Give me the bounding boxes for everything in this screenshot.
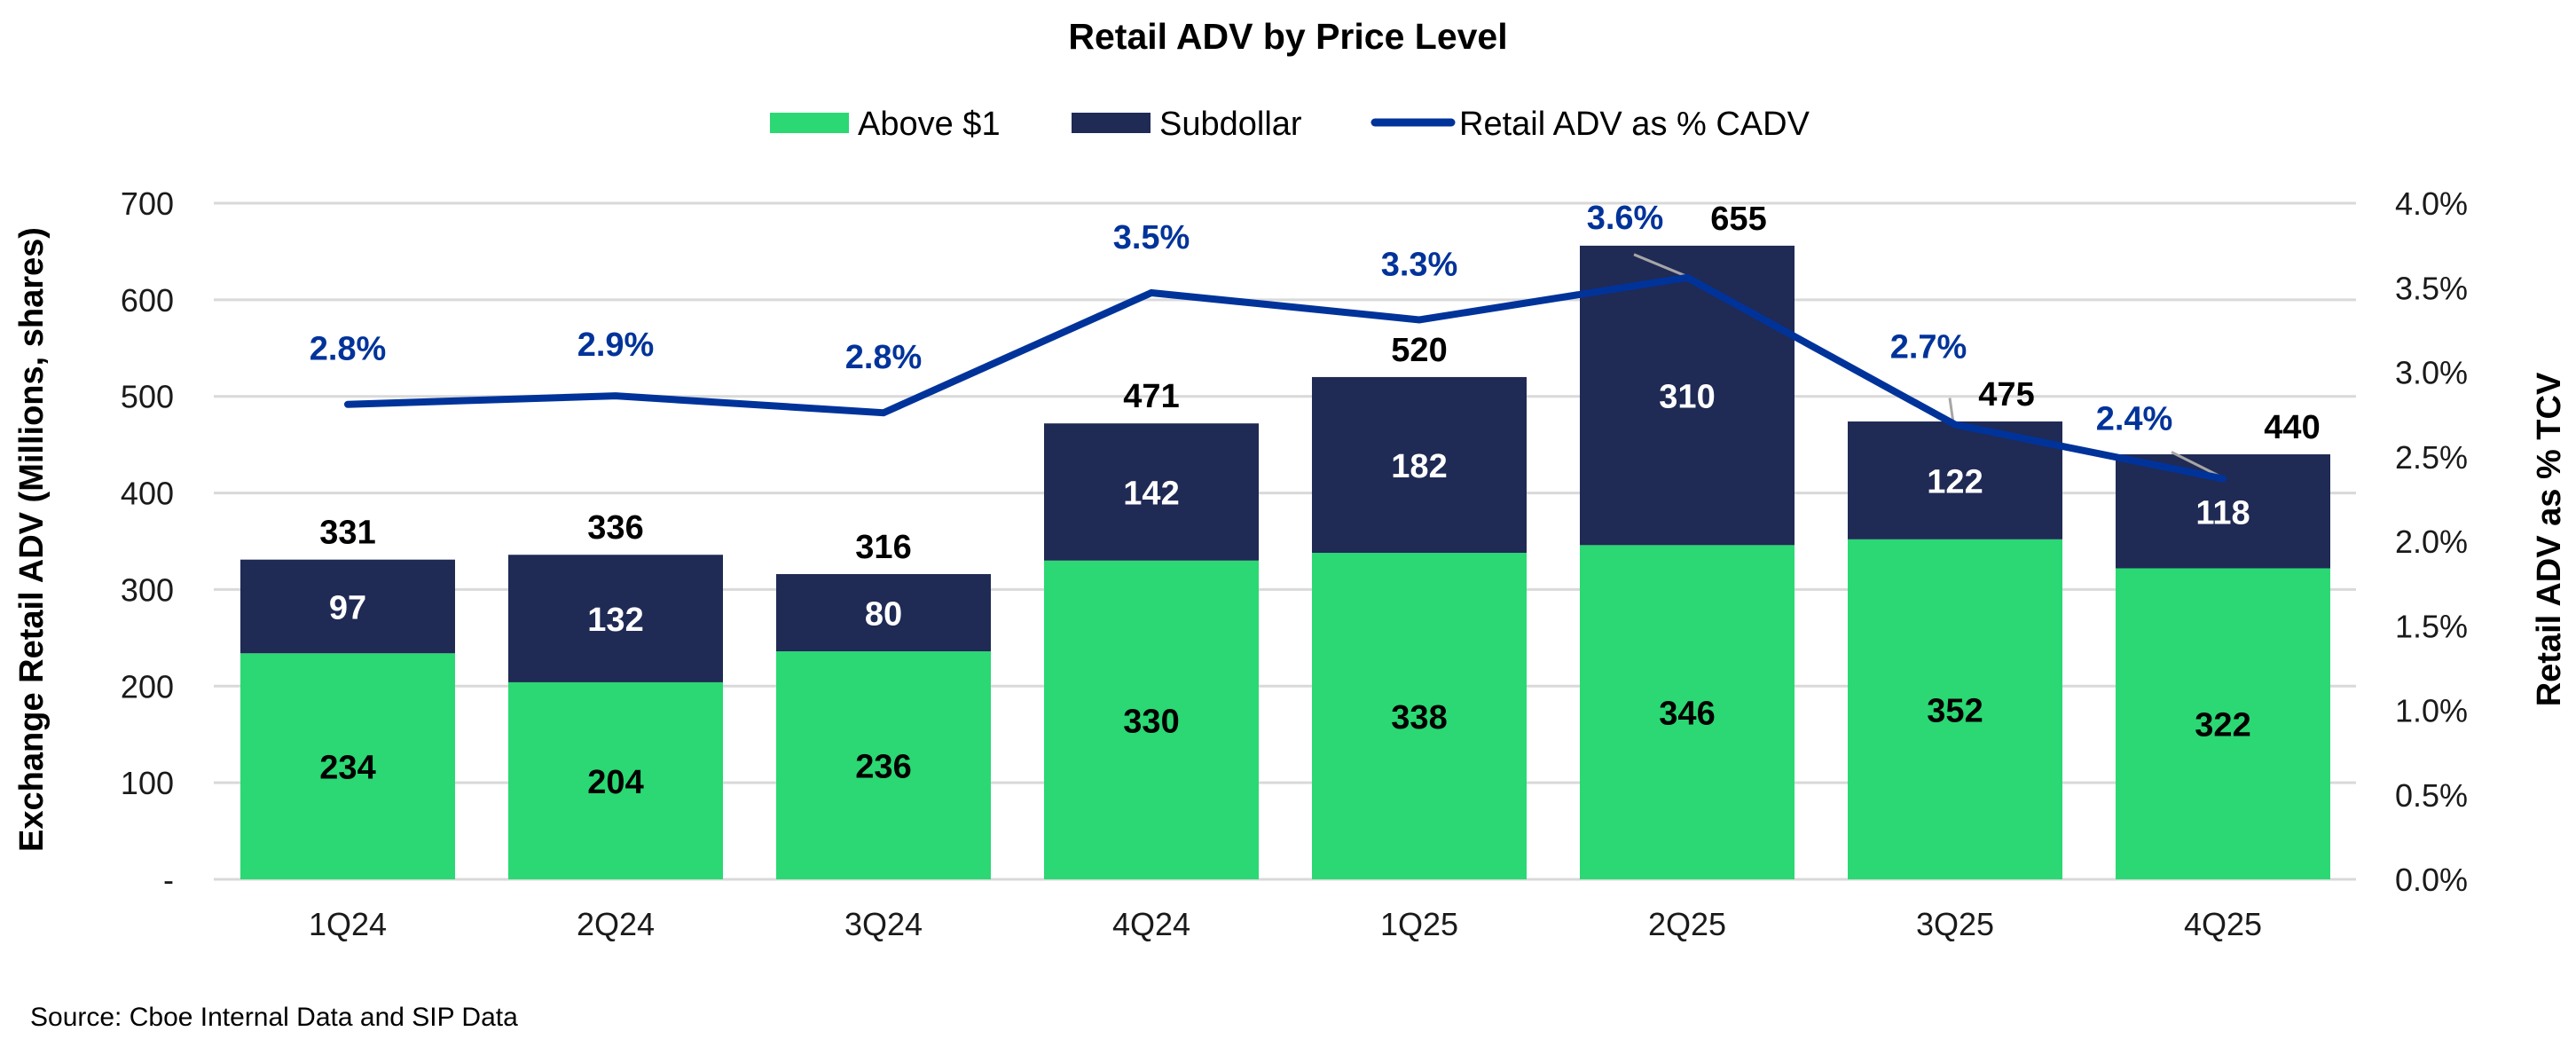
legend: Above $1 Subdollar Retail ADV as % CADV	[770, 106, 1810, 143]
bar-above-2Q24	[508, 681, 723, 879]
bar-above-4Q24	[1044, 560, 1259, 879]
label-pct: 2.7%	[1890, 329, 1967, 366]
y-right-tick-label: 0.0%	[2395, 862, 2468, 898]
legend-label-above: Above $1	[858, 106, 1001, 143]
x-axis: 1Q24 2Q24 3Q24 4Q24 1Q25 2Q25 3Q25 4Q25	[309, 906, 2262, 942]
y-axis-left: - 100 200 300 400 500 600 700	[121, 185, 174, 898]
chart-title: Retail ADV by Price Level	[1068, 16, 1507, 57]
label-pct: 3.6%	[1587, 200, 1664, 237]
pct-line-series	[344, 273, 2227, 483]
x-tick-label: 4Q25	[2184, 906, 2262, 942]
pct-line	[344, 273, 2227, 483]
x-tick-label: 4Q24	[1112, 906, 1190, 942]
label-above: 236	[855, 749, 911, 786]
label-total: 475	[1978, 376, 2034, 413]
label-above: 322	[2195, 707, 2250, 744]
leader-line	[2171, 451, 2222, 478]
label-pct: 2.8%	[845, 339, 923, 376]
y-right-tick-label: 0.5%	[2395, 777, 2468, 814]
y-right-tick-label: 4.0%	[2395, 185, 2468, 222]
y-tick-label: 100	[121, 765, 174, 801]
bar-subdollar-3Q24	[776, 574, 991, 652]
leader-line	[1948, 398, 1955, 423]
bar-subdollar-1Q25	[1312, 376, 1527, 554]
label-above: 346	[1659, 696, 1715, 733]
y-tick-label: 500	[121, 379, 174, 415]
leader-lines	[1633, 253, 2222, 478]
label-subdollar: 122	[1927, 463, 1983, 500]
label-above: 204	[587, 764, 643, 801]
y-right-tick-label: 2.5%	[2395, 439, 2468, 476]
label-subdollar: 182	[1391, 448, 1447, 485]
y-tick-label: 600	[121, 282, 174, 319]
bar-subdollar-4Q24	[1044, 423, 1259, 561]
label-total: 440	[2264, 409, 2320, 446]
bar-subdollar-4Q25	[2116, 454, 2330, 569]
label-above: 330	[1123, 703, 1179, 740]
bar-above-2Q25	[1580, 545, 1795, 879]
y-tick-label: 200	[121, 668, 174, 705]
label-total: 520	[1391, 332, 1447, 369]
y-axis-left-title: Exchange Retail ADV (Millions, shares)	[13, 227, 51, 852]
data-labels: 234 97 204 132 236 80 330 142 338 182 346 310 352 122…	[310, 200, 2321, 801]
leader-line	[1633, 253, 1686, 278]
y-tick-label: -	[163, 862, 174, 898]
x-tick-label: 2Q24	[577, 906, 655, 942]
x-tick-label: 2Q25	[1648, 906, 1726, 942]
x-tick-label: 3Q24	[844, 906, 923, 942]
label-total: 336	[587, 509, 643, 547]
y-tick-label: 400	[121, 476, 174, 512]
bar-subdollar-2Q24	[508, 555, 723, 682]
label-subdollar: 142	[1123, 475, 1179, 512]
y-tick-label: 700	[121, 185, 174, 222]
y-axis-right-title: Retail ADV as % TCV	[2531, 372, 2568, 706]
bar-above-3Q24	[776, 651, 991, 879]
label-subdollar: 310	[1659, 379, 1715, 416]
y-right-tick-label: 2.0%	[2395, 524, 2468, 560]
y-tick-label: 300	[121, 571, 174, 608]
label-subdollar: 80	[865, 596, 902, 634]
x-tick-label: 3Q25	[1916, 906, 1994, 942]
y-right-tick-label: 3.5%	[2395, 270, 2468, 306]
source-note: Source: Cboe Internal Data and SIP Data	[30, 1003, 518, 1032]
label-total: 331	[319, 515, 375, 552]
label-above: 234	[319, 750, 375, 787]
label-above: 352	[1927, 692, 1983, 729]
label-total: 471	[1123, 378, 1179, 415]
label-total: 316	[855, 529, 911, 566]
label-pct: 3.5%	[1113, 219, 1190, 256]
label-pct: 2.8%	[310, 331, 387, 368]
x-tick-label: 1Q24	[309, 906, 387, 942]
y-right-tick-label: 1.5%	[2395, 608, 2468, 644]
label-pct: 2.4%	[2096, 401, 2173, 438]
y-right-tick-label: 1.0%	[2395, 693, 2468, 729]
bar-above-1Q24	[240, 653, 455, 879]
bar-subdollar-2Q25	[1580, 245, 1795, 546]
legend-swatch-above	[770, 113, 849, 133]
label-pct: 3.3%	[1381, 246, 1458, 283]
bar-above-1Q25	[1312, 553, 1527, 879]
label-subdollar: 118	[2195, 494, 2250, 531]
label-subdollar: 132	[587, 602, 643, 639]
legend-label-subdollar: Subdollar	[1159, 106, 1302, 143]
bars	[240, 245, 2330, 879]
label-pct: 2.9%	[577, 327, 655, 364]
bar-above-3Q25	[1848, 539, 2062, 879]
bar-above-4Q25	[2116, 568, 2330, 879]
bar-subdollar-1Q24	[240, 559, 455, 654]
x-tick-label: 1Q25	[1380, 906, 1458, 942]
legend-swatch-subdollar	[1072, 113, 1151, 133]
label-subdollar: 97	[329, 589, 366, 626]
label-above: 338	[1391, 699, 1447, 736]
label-total: 655	[1710, 201, 1766, 238]
legend-label-pct: Retail ADV as % CADV	[1459, 106, 1810, 143]
y-axis-right: 0.0% 0.5% 1.0% 1.5% 2.0% 2.5% 3.0% 3.5% 4.0%	[2395, 185, 2468, 898]
y-right-tick-label: 3.0%	[2395, 355, 2468, 391]
